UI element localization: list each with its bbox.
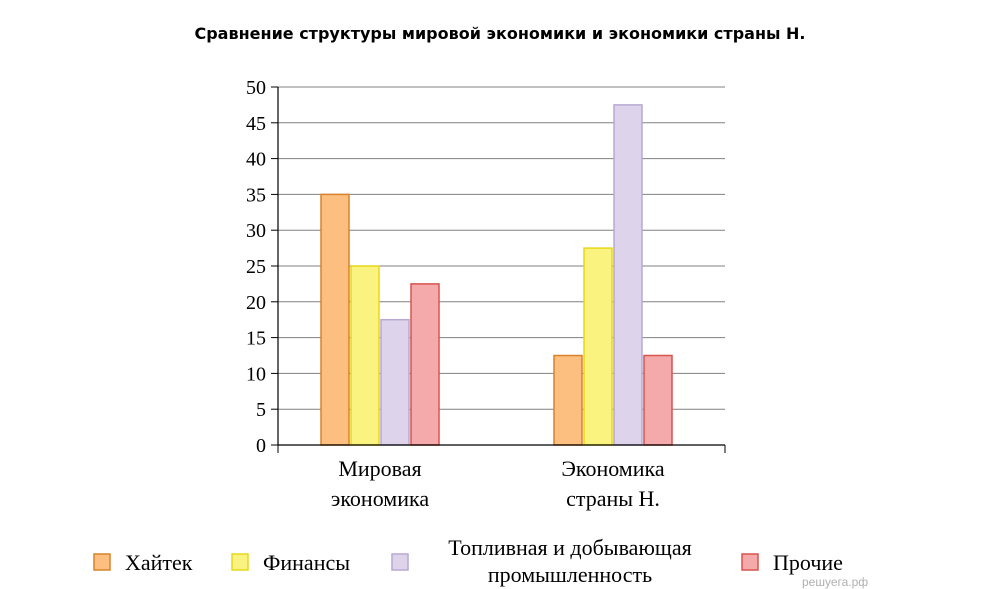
legend-swatch (391, 553, 409, 571)
legend-label: Финансы (263, 550, 350, 575)
y-tick-label: 20 (246, 292, 266, 314)
legend-label: промышленность (488, 562, 652, 587)
y-tick-label: 45 (246, 113, 266, 135)
x-tick-label: Экономика (561, 456, 665, 481)
bar (613, 104, 643, 446)
bar (410, 283, 440, 446)
legend-swatch (231, 553, 249, 571)
legend-label: Прочие (773, 550, 843, 575)
y-tick-label: 35 (246, 184, 266, 206)
bar (583, 247, 613, 446)
legend-swatch (741, 553, 759, 571)
y-tick-label: 40 (246, 149, 266, 171)
y-tick-label: 10 (246, 363, 266, 385)
x-tick-label: Мировая (338, 456, 421, 481)
y-tick-label: 15 (246, 328, 266, 350)
bar (553, 354, 583, 446)
x-tick-label: страны Н. (566, 486, 660, 511)
chart-title: Сравнение структуры мировой экономики и … (194, 24, 806, 43)
y-tick-label: 0 (256, 435, 266, 457)
bar (643, 354, 673, 446)
bar (380, 318, 410, 446)
y-tick-label: 25 (246, 256, 266, 278)
y-tick-label: 5 (256, 399, 266, 421)
bar (350, 265, 380, 446)
watermark: решуега.рф (802, 575, 869, 589)
legend-label: Хайтек (125, 550, 193, 575)
legend-swatch (93, 553, 111, 571)
bar (320, 193, 350, 446)
legend-label: Топливная и добывающая (448, 535, 691, 560)
y-tick-label: 50 (246, 77, 266, 99)
x-tick-label: экономика (331, 486, 429, 511)
y-tick-label: 30 (246, 220, 266, 242)
